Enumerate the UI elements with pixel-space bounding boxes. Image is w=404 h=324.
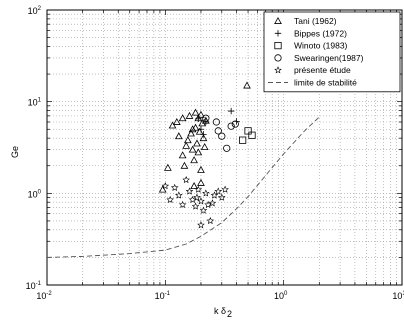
series-circle [202,114,239,152]
legend-box [263,11,401,93]
legend: Tani (1962) Bippes (1972) Winoto (1983) Swe… [263,11,401,93]
data-point-triangle [193,139,201,147]
legend-label: présente étude [294,65,351,75]
data-point-star [208,199,217,207]
data-point-star [170,183,179,191]
data-point-star [188,195,197,204]
data-point-star [175,191,183,199]
data-point-plus [202,118,210,126]
data-point-triangle [197,165,205,173]
data-point-triangle [178,114,187,122]
data-point-triangle [243,81,251,89]
data-point-triangle [191,108,200,116]
data-point-triangle [190,156,198,164]
legend-marker-star [274,66,282,74]
data-point-triangle [158,185,167,193]
data-point-circle [227,122,235,130]
data-point-triangle [178,151,187,159]
data-point-star [191,202,200,210]
data-point-star [214,187,223,195]
legend-label: Winoto (1983) [294,41,348,51]
data-point-triangle [188,125,197,133]
stability-limit-curve [46,116,320,258]
y-tick-label: 100 [28,189,42,199]
data-point-triangle [194,148,203,156]
data-point-triangle [183,136,192,144]
data-point-plus [200,131,207,138]
data-point-star [204,200,212,208]
legend-label: Bippes (1972) [294,28,347,38]
data-point-star [197,197,205,205]
y-tick-label: 10-1 [26,281,42,291]
data-point-triangle [180,161,189,169]
data-point-star [218,193,226,201]
data-point-star [197,221,205,229]
data-point-star [199,206,208,214]
data-point-plus [197,126,205,133]
data-point-triangle [197,110,205,118]
x-tick-label: 10-2 [36,291,52,301]
plot-area [46,9,403,286]
y-tick-label: 101 [28,98,42,108]
data-point-circle [212,118,220,126]
legend-marker-plus [274,30,282,37]
x-tick-label: 10-1 [155,291,171,301]
data-point-star [182,175,190,184]
data-point-circle [223,144,231,152]
data-point-star [210,191,219,199]
data-point-square [248,131,256,139]
legend-label: Swearingen(1987) [294,53,364,63]
stability-curve [46,116,320,258]
data-point-plus [227,107,235,115]
data-point-triangle [163,163,172,171]
data-point-triangle [188,145,197,153]
data-point-triangle [185,111,194,119]
x-axis-label: k δ [214,306,226,316]
data-point-star [194,185,203,193]
data-point-triangle [182,141,191,149]
data-point-circle [218,132,226,140]
data-point-star [221,185,229,193]
data-point-circle [214,127,222,135]
x-axis-label-subscript: 2 [227,309,232,319]
data-point-triangle [172,117,181,125]
x-tick-label: 101 [392,291,404,301]
data-point-star [178,200,187,209]
data-point-plus [195,115,202,123]
data-point-star [206,216,215,225]
data-point-star [202,189,210,197]
legend-label: Tani (1962) [294,16,337,26]
data-point-triangle [197,178,205,186]
x-tick-label: 100 [274,291,288,301]
legend-marker-square [274,42,282,50]
data-point-triangle [199,134,208,142]
data-point-triangle [174,132,183,140]
data-point-circle [202,114,210,122]
y-axis-label: Ge [10,146,20,158]
y-tick-label: 102 [28,6,42,16]
data-point-triangle [168,121,177,129]
series-plus [195,107,240,138]
legend-marker-triangle [274,16,282,24]
data-point-star [161,182,170,190]
data-point-triangle [191,123,200,131]
series-star [161,175,229,229]
data-points [158,81,256,229]
legend-marker-circle [274,54,282,62]
legend-label: limite de stabilité [294,78,357,88]
data-point-triangle [200,143,209,150]
data-point-star [193,193,201,201]
series-square [239,127,256,144]
series-triangle [158,81,251,193]
data-point-star [185,187,194,195]
data-point-circle [231,120,239,128]
data-point-star [166,195,175,204]
data-point-triangle [190,182,198,190]
data-point-square [244,127,252,135]
data-point-square [239,136,247,144]
data-point-triangle [187,129,195,137]
